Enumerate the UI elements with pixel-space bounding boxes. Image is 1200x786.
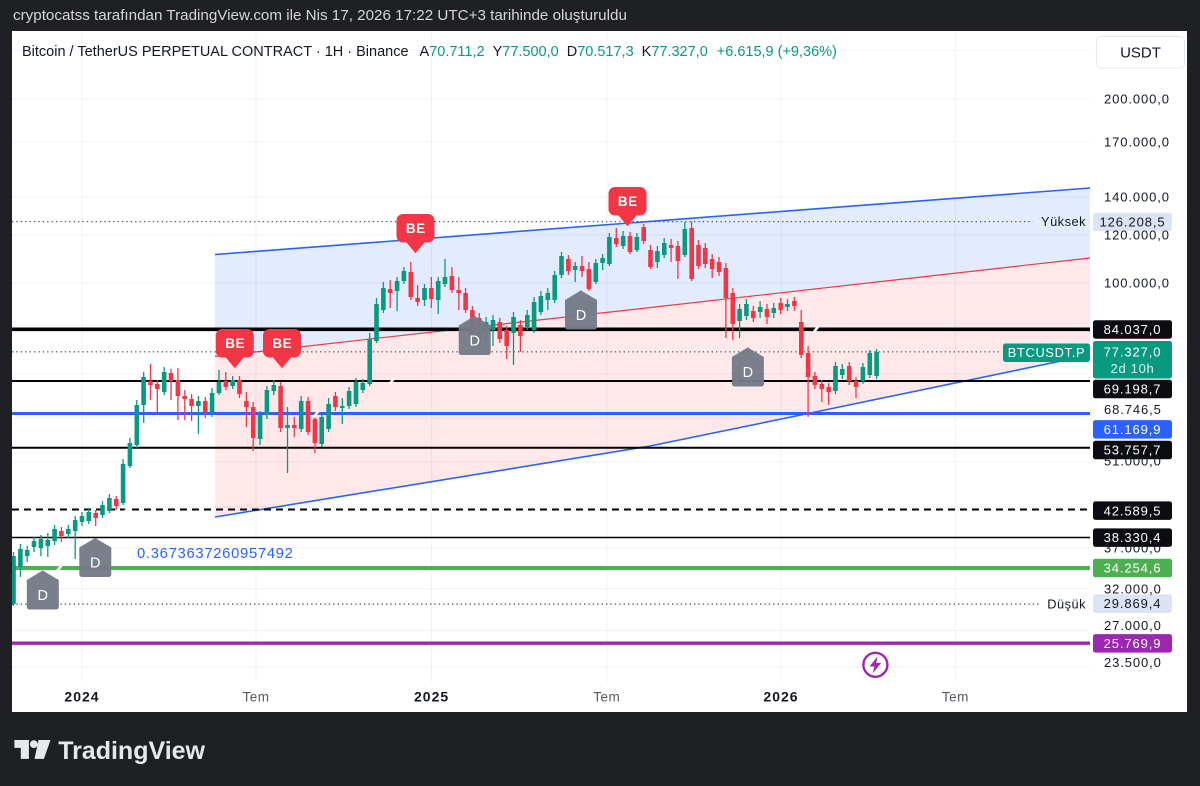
svg-text:53.757,7: 53.757,7 <box>1104 443 1162 458</box>
svg-text:100.000,0: 100.000,0 <box>1104 276 1170 291</box>
svg-text:29.869,4: 29.869,4 <box>1104 596 1162 611</box>
svg-text:2024: 2024 <box>64 689 99 705</box>
svg-text:D: D <box>743 365 753 381</box>
svg-text:68.746,5: 68.746,5 <box>1104 402 1162 417</box>
svg-text:BE: BE <box>225 336 245 351</box>
svg-text:51.000,0: 51.000,0 <box>1104 454 1162 469</box>
svg-text:Tem: Tem <box>593 690 620 705</box>
svg-text:TradingView: TradingView <box>58 736 205 763</box>
svg-text:120.000,0: 120.000,0 <box>1104 228 1170 243</box>
svg-text:Tem: Tem <box>942 690 969 705</box>
svg-text:27.000,0: 27.000,0 <box>1104 618 1162 633</box>
svg-text:42.589,5: 42.589,5 <box>1104 503 1162 518</box>
svg-text:BE: BE <box>406 221 426 236</box>
svg-text:D: D <box>90 556 100 572</box>
svg-text:200.000,0: 200.000,0 <box>1104 92 1170 107</box>
svg-text:Yüksek: Yüksek <box>1041 214 1086 229</box>
svg-text:84.037,0: 84.037,0 <box>1104 322 1162 337</box>
svg-text:USDT: USDT <box>1120 45 1161 62</box>
svg-text:Düşük: Düşük <box>1047 597 1086 612</box>
svg-text:140.000,0: 140.000,0 <box>1104 190 1170 205</box>
svg-text:D: D <box>576 308 586 324</box>
svg-text:D: D <box>38 588 48 604</box>
svg-text:126.208,5: 126.208,5 <box>1100 215 1166 230</box>
svg-text:Bitcoin / TetherUS PERPETUAL C: Bitcoin / TetherUS PERPETUAL CONTRACT · … <box>22 44 837 60</box>
svg-text:BE: BE <box>618 194 638 209</box>
svg-text:77.327,0: 77.327,0 <box>1104 344 1162 359</box>
svg-text:170.000,0: 170.000,0 <box>1104 135 1170 150</box>
svg-text:61.169,9: 61.169,9 <box>1104 422 1162 437</box>
svg-text:2d 10h: 2d 10h <box>1111 361 1155 376</box>
svg-text:Tem: Tem <box>242 690 269 705</box>
svg-text:2026: 2026 <box>763 689 798 705</box>
svg-text:37.000,0: 37.000,0 <box>1104 541 1162 556</box>
svg-text:2025: 2025 <box>414 689 449 705</box>
svg-text:0.3673637260957492: 0.3673637260957492 <box>137 546 294 562</box>
svg-text:32.000,0: 32.000,0 <box>1104 581 1162 596</box>
svg-text:69.198,7: 69.198,7 <box>1104 382 1162 397</box>
svg-text:34.254,6: 34.254,6 <box>1104 561 1162 576</box>
svg-text:BE: BE <box>272 336 292 351</box>
svg-text:BTCUSDT.P: BTCUSDT.P <box>1008 345 1085 360</box>
svg-text:25.769,9: 25.769,9 <box>1104 636 1162 651</box>
svg-text:23.500,0: 23.500,0 <box>1104 655 1162 670</box>
svg-text:D: D <box>469 333 479 349</box>
svg-text:38.330,4: 38.330,4 <box>1104 530 1162 545</box>
